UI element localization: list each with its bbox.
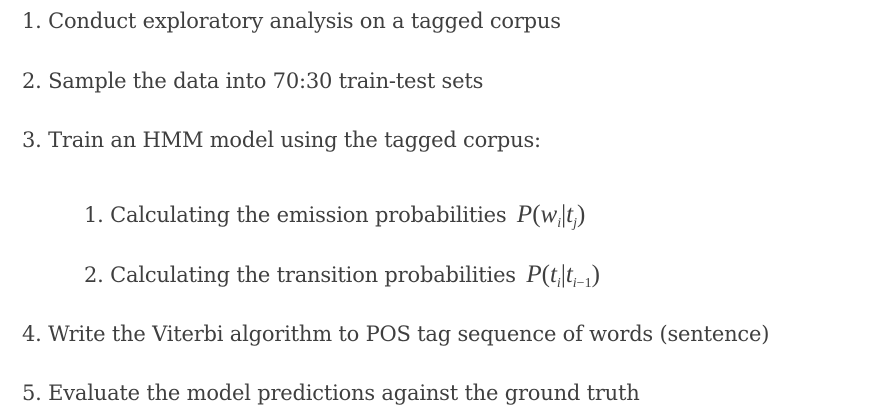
sub-list-item: 2. Calculating the transition probabilit… [84, 261, 600, 291]
item-number: 4. [22, 322, 42, 346]
subitem-text: Calculating the transition probabilities [110, 263, 516, 287]
item-number: 5. [22, 381, 42, 405]
item-text: Sample the data into 70:30 train-test se… [48, 69, 484, 93]
list-item: 2. Sample the data into 70:30 train-test… [22, 67, 483, 95]
emission-formula: P(wi|tj) [516, 201, 586, 231]
item-number: 1. [22, 9, 42, 33]
item-number: 2. [22, 69, 42, 93]
subitem-text: Calculating the emission probabilities [110, 203, 507, 227]
subitem-number: 1. [84, 203, 104, 227]
item-text: Evaluate the model predictions against t… [48, 381, 640, 405]
list-item: 4. Write the Viterbi algorithm to POS ta… [22, 320, 769, 348]
item-text: Train an HMM model using the tagged corp… [48, 128, 541, 152]
list-item: 1. Conduct exploratory analysis on a tag… [22, 7, 561, 35]
subitem-number: 2. [84, 263, 104, 287]
transition-formula: P(ti|ti−1) [526, 261, 600, 291]
list-item: 5. Evaluate the model predictions agains… [22, 379, 640, 407]
sub-list-item: 1. Calculating the emission probabilitie… [84, 201, 586, 231]
item-text: Write the Viterbi algorithm to POS tag s… [48, 322, 770, 346]
item-text: Conduct exploratory analysis on a tagged… [48, 9, 561, 33]
list-item: 3. Train an HMM model using the tagged c… [22, 126, 541, 154]
item-number: 3. [22, 128, 42, 152]
